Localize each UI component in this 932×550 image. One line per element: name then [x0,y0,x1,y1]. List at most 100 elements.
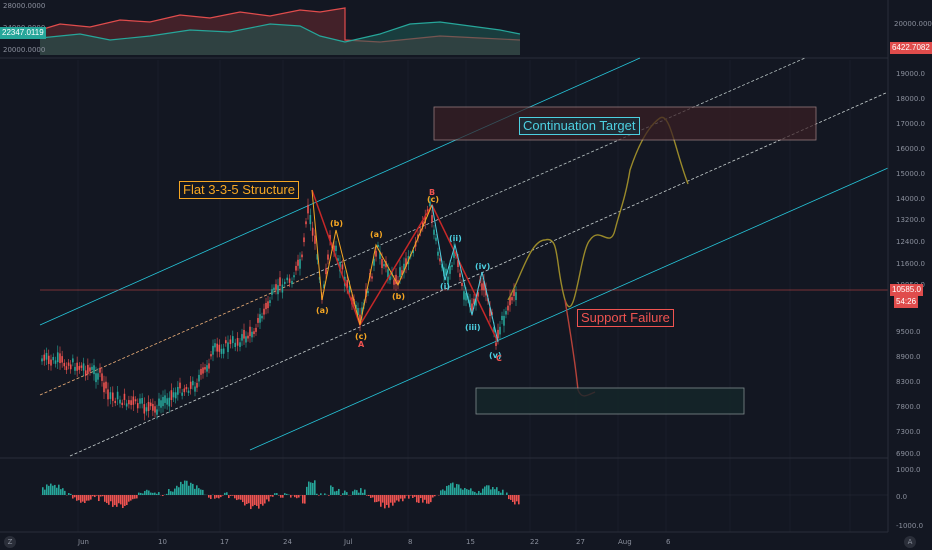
oscillator-bar [88,495,90,501]
oscillator-bar [422,495,424,503]
price-tick-label: 18000.0 [896,95,925,103]
oscillator-bar [90,495,92,500]
candle-body [52,356,55,361]
current-price-tag[interactable]: 10585.0 [890,284,923,296]
oscillator-bar [472,491,474,495]
candle-body [395,274,397,285]
oscillator-bar [222,495,224,496]
candle-body [309,215,312,225]
candle-body [130,400,132,406]
trend-channel[interactable] [39,57,889,457]
continuation-target-label[interactable]: Continuation Target [519,117,640,135]
oscillator-bar [364,489,366,495]
candle-body [232,336,234,344]
wave-impulse-line[interactable] [431,204,499,343]
oscillator-bar [134,495,136,499]
candle-body [192,380,194,386]
candle-body [74,366,76,371]
oscillator-bar [320,493,322,495]
candle-body [461,283,463,286]
wave-abc-orange-line-1[interactable] [311,189,361,326]
candle-body [251,331,253,338]
oscillator-bar [102,495,104,497]
structure-label[interactable]: Flat 3-3-5 Structure [179,181,299,199]
top-panel: 28000.0000 24000.0000 20000.0000 20000.0… [0,2,932,59]
candle-body [204,367,206,370]
candle-body [119,399,121,404]
wave-label-c2: (c) [427,195,439,204]
oscillator-bar [440,490,442,495]
oscillator-bar [368,495,370,497]
candle-body [429,201,431,207]
oscillator-bar [128,495,130,502]
support-failure-box[interactable] [475,387,745,415]
candle-body [509,296,511,306]
candle-body [183,388,186,393]
oscillator-bar [100,495,102,497]
support-failure-label[interactable]: Support Failure [577,309,674,327]
candle-body [325,268,327,275]
candle-body [160,400,162,408]
oscillator-bar [50,483,52,495]
oscillator-bar [388,495,390,508]
channel-midline-right[interactable] [311,57,806,276]
candle-body [447,276,449,285]
candle-body [61,356,63,363]
channel-upper-line[interactable] [39,57,641,326]
channel-midline-left[interactable] [39,274,313,396]
oscillator-bar [480,492,482,495]
oscillator-bar [156,493,158,495]
oscillator-bar [254,495,256,505]
channel-lower-line[interactable] [249,167,889,451]
candle-body [335,245,337,252]
oscillator-bar [274,493,276,495]
oscillator-bar [158,492,160,495]
oscillator-bar [366,495,368,496]
oscillator-axis-label-1: 1000.0 [896,466,921,474]
candle-body [389,276,391,281]
wave-label-ii: (ii) [449,234,462,243]
candle-body [279,277,281,287]
oscillator-bar [68,492,70,495]
oscillator-bar [334,491,336,495]
oscillator-bar [196,485,198,495]
oscillator-bar [64,490,66,495]
time-axis[interactable]: Jun 10 17 24 Jul 8 15 22 27 Aug 6 [0,531,888,546]
candle-body [497,329,499,339]
candle-body [218,344,221,352]
footer-right-button[interactable]: A [904,536,916,548]
oscillator-bar [42,487,44,495]
wave-abc-red-line[interactable] [311,189,499,343]
wave-structure[interactable] [311,189,499,343]
candle-body [50,359,52,366]
wave-label-C: C [496,354,502,363]
oscillator-bar [314,480,316,495]
wave-abc-orange-line-2[interactable] [359,204,433,326]
price-axis[interactable]: 19000.0 18000.0 17000.0 16000.0 15000.0 14000… [887,0,925,532]
candle-body [132,396,135,405]
oscillator-bar [60,489,62,495]
candle-body [168,397,171,407]
oscillator-bar [200,489,202,495]
oscillator-bar [404,495,406,499]
candle-body [174,392,177,399]
candle-body [299,259,301,269]
price-tick-label: 15000.0 [896,170,925,178]
projection-continuation-path[interactable] [507,116,689,308]
candle-body [501,315,503,321]
oscillator-axis-label-2: 0.0 [896,493,907,501]
candle-body [271,289,273,295]
candle-body [281,284,284,293]
footer-left-button[interactable]: Z [4,536,16,548]
candle-body [114,400,116,404]
oscillator-bar [220,495,222,498]
candle-body [91,366,93,370]
projections[interactable] [507,116,689,397]
oscillator-bar [260,495,262,505]
oscillator-bar [70,493,72,495]
candle-body [241,334,243,341]
candle-body [361,307,363,315]
candle-body [316,254,319,260]
support-trendline[interactable] [69,91,889,457]
